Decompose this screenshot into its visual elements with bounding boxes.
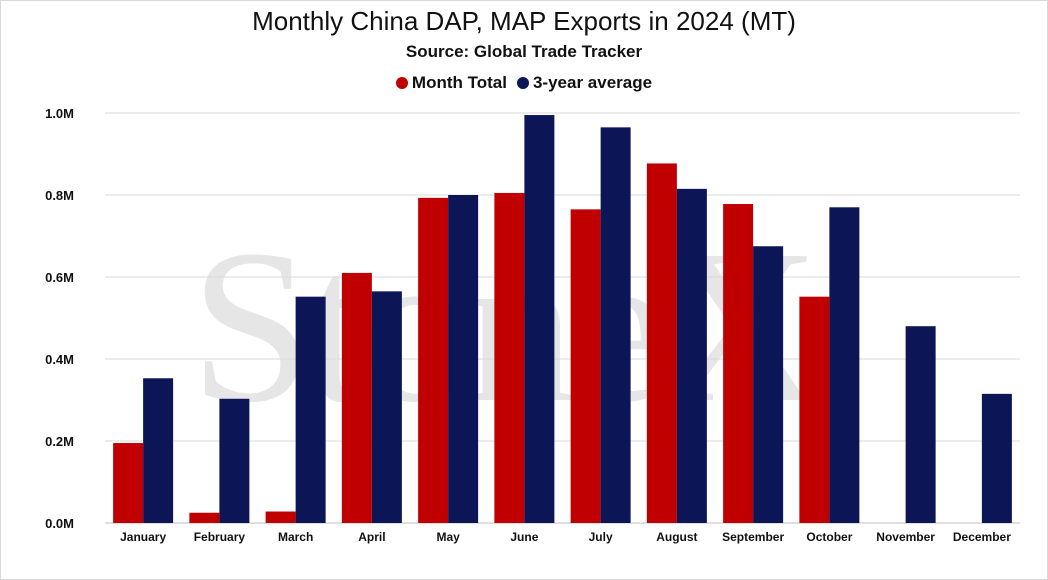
y-tick-label: 0.2M: [45, 434, 74, 449]
x-tick-label: February: [194, 530, 246, 544]
x-tick-label: August: [656, 530, 697, 544]
bar-month-total-july: [570, 209, 601, 523]
x-tick-label: May: [436, 530, 460, 544]
bar-3-year-average-july: [600, 127, 631, 523]
bar-month-total-september: [723, 204, 754, 523]
chart-legend: Month Total 3-year average: [0, 73, 1048, 93]
chart-title: Monthly China DAP, MAP Exports in 2024 (…: [252, 6, 796, 36]
x-tick-label: June: [510, 530, 538, 544]
legend-label-3-year-average: 3-year average: [532, 73, 653, 92]
bar-month-total-august: [646, 163, 677, 523]
x-tick-label: December: [953, 530, 1011, 544]
bar-month-total-may: [418, 197, 449, 523]
y-tick-label: 0.4M: [45, 352, 74, 367]
x-tick-label: July: [589, 530, 613, 544]
legend-item-month-total: Month Total: [395, 73, 507, 93]
y-tick-label: 0.0M: [45, 516, 74, 531]
x-axis-labels: January February March April May June July Augu…: [120, 530, 1011, 544]
bar-month-total-june: [494, 192, 525, 523]
bar-month-total-march: [265, 511, 296, 523]
bar-3-year-average-september: [753, 246, 784, 523]
bar-3-year-average-january: [143, 378, 174, 523]
y-tick-label: 0.8M: [45, 188, 74, 203]
gridlines: [105, 112, 1020, 524]
bar-3-year-average-october: [829, 207, 860, 524]
bar-month-total-october: [799, 296, 830, 523]
x-tick-label: March: [278, 530, 313, 544]
bar-3-year-average-april: [371, 291, 402, 523]
bar-month-total-april: [341, 272, 372, 523]
y-tick-label: 0.6M: [45, 270, 74, 285]
chart-subtitle: Source: Global Trade Tracker: [405, 42, 643, 61]
y-tick-label: 1.0M: [45, 106, 74, 121]
bar-3-year-average-august: [676, 188, 707, 523]
bar-3-year-average-june: [524, 115, 555, 524]
x-tick-label: January: [120, 530, 166, 544]
bars: [113, 115, 1012, 524]
y-axis-ticks: 0.0M 0.2M 0.4M 0.6M 0.8M 1.0M: [45, 106, 74, 531]
bar-month-total-january: [113, 443, 144, 523]
bar-3-year-average-may: [448, 195, 479, 523]
bar-3-year-average-november: [905, 326, 936, 523]
legend-label-month-total: Month Total: [411, 73, 507, 92]
x-tick-label: April: [358, 530, 385, 544]
legend-swatch-3-year-average: [516, 77, 529, 89]
bar-3-year-average-december: [981, 393, 1012, 523]
legend-swatch-month-total: [395, 77, 408, 89]
bar-3-year-average-march: [295, 296, 326, 523]
bar-3-year-average-february: [219, 398, 250, 523]
x-tick-label: September: [722, 530, 784, 544]
x-tick-label: November: [876, 530, 935, 544]
legend-item-3-year-average: 3-year average: [516, 73, 653, 93]
x-tick-label: October: [806, 530, 852, 544]
bar-month-total-february: [189, 512, 220, 523]
